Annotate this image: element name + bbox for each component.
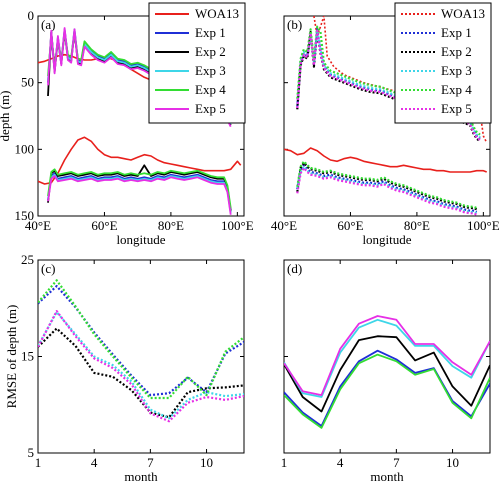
series-layer <box>38 279 244 423</box>
x-tick-label: 4 <box>91 455 98 470</box>
panel-d: 1 4 7 10 month (d) <box>281 259 491 481</box>
series-exp2-line <box>296 161 478 211</box>
series-exp3-line <box>47 173 232 214</box>
legend-label: Exp 5 <box>441 101 472 116</box>
series-exp3-line <box>284 318 490 398</box>
series-woa13-line <box>284 147 487 173</box>
legend-label: WOA13 <box>441 6 485 21</box>
x-tick-label: 7 <box>147 455 154 470</box>
series-exp2-line <box>284 335 490 413</box>
legend-label: Exp 4 <box>441 82 472 97</box>
panel-label: (b) <box>287 17 302 32</box>
y-tick-label: 0 <box>28 8 35 23</box>
x-axis-label: month <box>370 469 404 481</box>
legend-label: Exp 4 <box>195 82 226 97</box>
legend-label: Exp 1 <box>441 25 472 40</box>
series-exp1-line <box>38 285 244 397</box>
series-exp5-line <box>296 29 481 141</box>
series-exp4-line <box>38 279 244 400</box>
legend: WOA13 Exp 1 Exp 2 Exp 3 Exp 4 Exp 5 <box>394 2 492 124</box>
x-axis-label: month <box>124 469 158 481</box>
series-woa13-line <box>38 136 242 185</box>
x-tick-label: 80°E <box>404 218 430 233</box>
x-tick-label: 60°E <box>91 218 117 233</box>
legend-box <box>148 2 246 124</box>
series-exp4-line <box>284 353 490 429</box>
legend-label: Exp 3 <box>441 63 472 78</box>
y-tick-label: 150 <box>15 208 35 223</box>
y-tick-label: 25 <box>21 252 34 267</box>
panel-c: 1 4 7 10 5 15 25 month RMSE of depth (m) (c) <box>4 252 245 481</box>
legend-label: Exp 3 <box>195 63 226 78</box>
panel-label: (a) <box>41 17 55 32</box>
x-tick-label: 40°E <box>271 218 297 233</box>
series-layer <box>284 315 490 429</box>
legend-label: Exp 1 <box>195 25 226 40</box>
legend-label: Exp 2 <box>441 44 472 59</box>
legend: WOA13 Exp 1 Exp 2 Exp 3 Exp 4 Exp 5 <box>148 2 246 124</box>
panel-b: 40°E 60°E 80°E 100°E longitude (b) WOA13 Exp 1 E… <box>271 2 500 247</box>
x-tick-label: 7 <box>393 455 400 470</box>
series-exp2-line <box>47 164 232 211</box>
y-tick-label: 100 <box>15 141 35 156</box>
x-axis-label: longitude <box>116 232 165 247</box>
y-axis-label: RMSE of depth (m) <box>4 305 19 409</box>
series-exp5-line <box>38 310 244 423</box>
series-exp1-line <box>296 164 478 214</box>
x-tick-label: 10 <box>200 455 213 470</box>
panel-a: 40°E 60°E 80°E 100°E 0 50 100 150 longitude depth… <box>0 2 254 247</box>
x-tick-label: 80°E <box>158 218 184 233</box>
series-exp4-line <box>47 168 232 209</box>
series-exp4-line <box>296 160 478 210</box>
legend-label: Exp 2 <box>195 44 226 59</box>
x-tick-label: 100°E <box>467 218 500 233</box>
plot-frame <box>37 259 245 454</box>
y-axis-label: depth (m) <box>0 91 12 142</box>
y-tick-label: 5 <box>28 445 35 460</box>
series-exp1-line <box>296 28 481 140</box>
panel-label: (c) <box>41 261 55 276</box>
x-axis-label: longitude <box>362 232 411 247</box>
y-tick-label: 50 <box>21 75 34 90</box>
y-tick-label: 15 <box>21 349 34 364</box>
x-tick-label: 100°E <box>221 218 254 233</box>
x-tick-label: 60°E <box>337 218 363 233</box>
x-tick-label: 1 <box>35 455 42 470</box>
panel-label: (d) <box>287 261 302 276</box>
series-exp1-line <box>284 349 490 427</box>
series-exp5-line <box>284 315 490 396</box>
legend-label: WOA13 <box>195 6 239 21</box>
series-exp5-line <box>47 175 232 215</box>
legend-box <box>394 2 492 124</box>
legend-label: Exp 5 <box>195 101 226 116</box>
x-tick-label: 1 <box>281 455 288 470</box>
series-exp2-line <box>38 327 244 419</box>
series-exp1-line <box>47 172 232 213</box>
x-tick-label: 4 <box>337 455 344 470</box>
x-tick-label: 10 <box>446 455 459 470</box>
x-tick-label: 40°E <box>25 218 51 233</box>
